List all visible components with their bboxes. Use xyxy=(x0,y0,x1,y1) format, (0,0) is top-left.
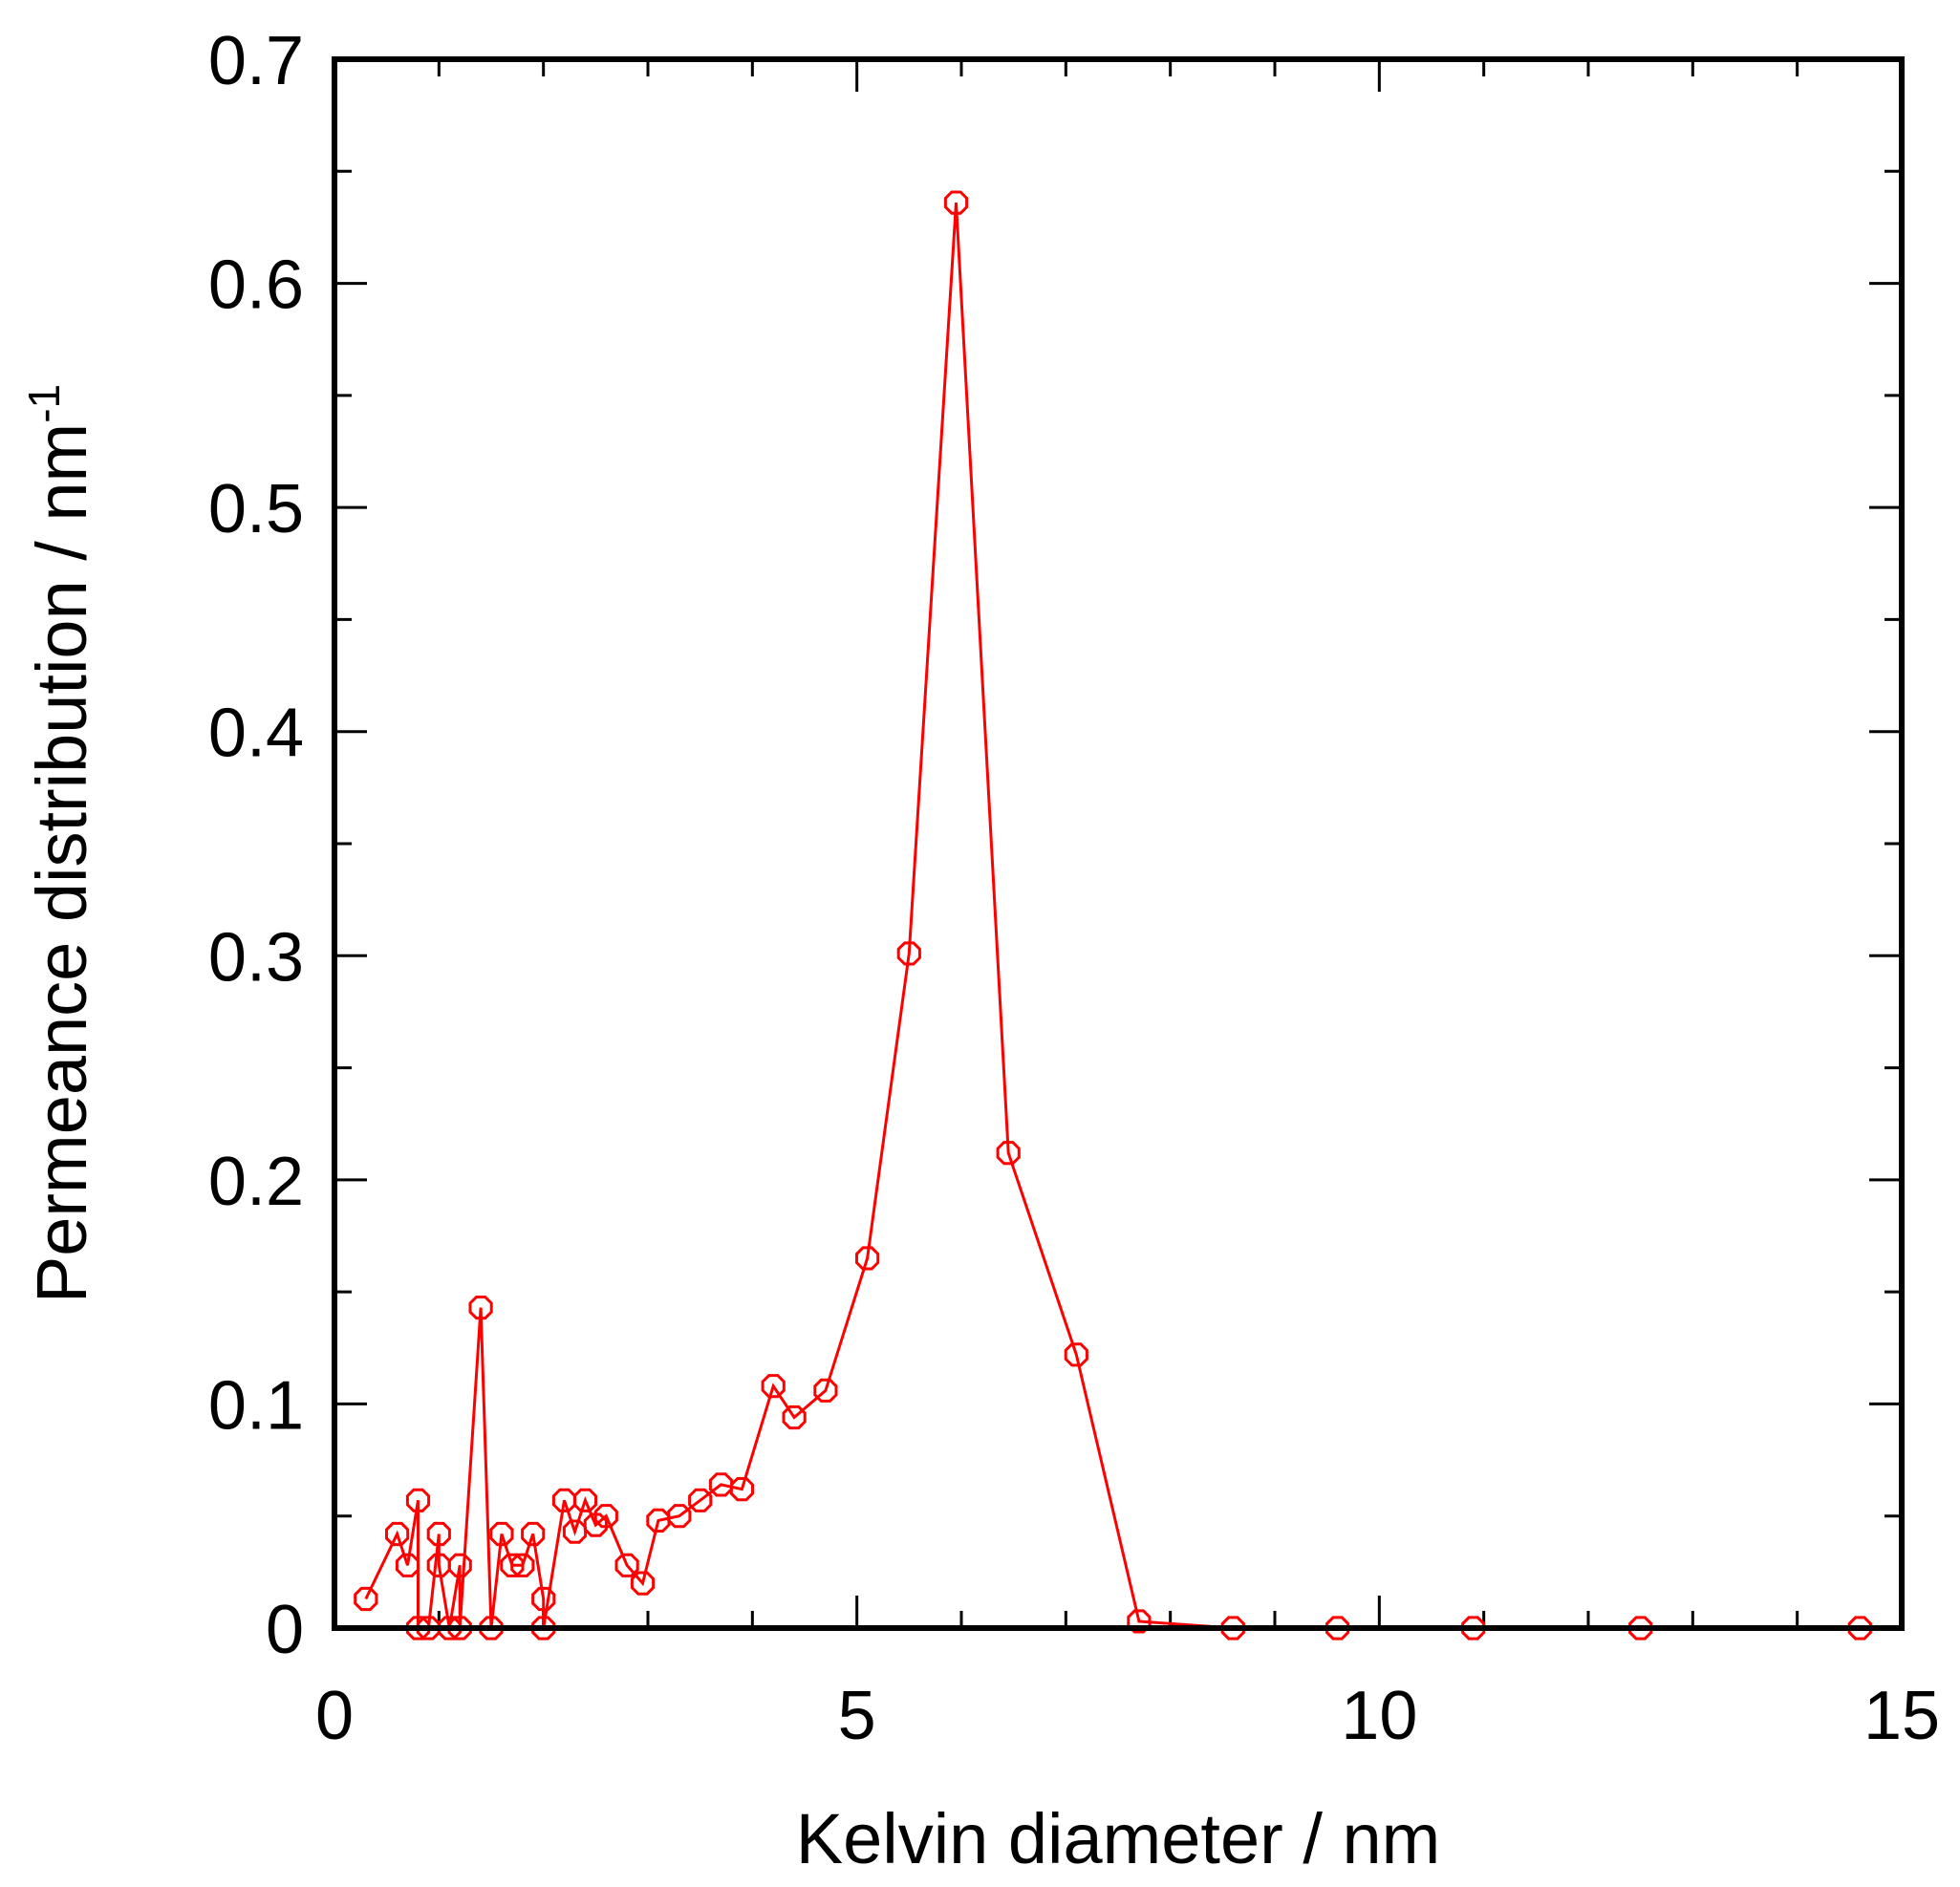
y-tick-label: 0.5 xyxy=(208,471,304,547)
data-point xyxy=(447,1616,472,1640)
x-tick-label: 10 xyxy=(1341,1678,1417,1754)
data-point xyxy=(1064,1342,1088,1367)
data-point xyxy=(1628,1616,1653,1640)
data-point xyxy=(500,1553,525,1577)
y-tick-label: 0.3 xyxy=(208,919,304,996)
data-point xyxy=(572,1488,597,1512)
data-point xyxy=(510,1553,535,1577)
data-point xyxy=(593,1504,618,1529)
y-axis-label-main: Permeance distribution / nm xyxy=(22,423,101,1303)
data-point xyxy=(1461,1616,1486,1640)
data-point xyxy=(416,1616,441,1640)
data-point xyxy=(813,1378,838,1403)
data-point xyxy=(447,1553,472,1577)
axis-ticks xyxy=(333,57,1904,1630)
data-point xyxy=(667,1504,692,1529)
y-tick-label: 0.6 xyxy=(208,247,304,324)
data-point xyxy=(1847,1616,1872,1640)
data-point xyxy=(521,1521,546,1547)
data-point xyxy=(630,1571,656,1596)
plot-frame xyxy=(332,56,1905,1631)
y-axis-label-superscript: -1 xyxy=(19,384,69,423)
data-point xyxy=(896,941,921,966)
data-point xyxy=(943,190,969,215)
data-point xyxy=(855,1246,880,1271)
data-point xyxy=(395,1553,420,1577)
tick-labels: 0 5 10 15 0 0.1 0.2 0.3 0.4 0.5 0.6 0.7 xyxy=(208,23,1940,1754)
data-series xyxy=(354,190,1872,1640)
data-point xyxy=(405,1616,431,1640)
y-tick-label: 0 xyxy=(266,1592,304,1668)
data-point xyxy=(531,1586,556,1612)
data-point xyxy=(479,1616,504,1640)
data-point xyxy=(729,1477,754,1502)
x-tick-label: 0 xyxy=(315,1678,354,1754)
data-point xyxy=(468,1296,493,1320)
data-point xyxy=(688,1488,713,1512)
data-point xyxy=(354,1586,378,1612)
x-tick-label: 15 xyxy=(1863,1678,1940,1754)
x-tick-label: 5 xyxy=(838,1678,876,1754)
data-point xyxy=(1325,1616,1350,1640)
y-tick-label: 0.1 xyxy=(208,1367,304,1444)
data-point xyxy=(583,1512,608,1537)
data-point xyxy=(426,1521,451,1547)
data-point xyxy=(562,1519,588,1544)
data-point xyxy=(489,1521,514,1547)
x-axis-label: Kelvin diameter / nm xyxy=(796,1799,1441,1878)
data-point xyxy=(531,1616,556,1640)
y-tick-label: 0.2 xyxy=(208,1144,304,1220)
data-point xyxy=(614,1553,639,1577)
data-point xyxy=(426,1553,451,1577)
y-tick-label: 0.7 xyxy=(208,23,304,99)
data-point xyxy=(1220,1616,1245,1640)
data-point xyxy=(1127,1609,1152,1634)
data-point xyxy=(551,1488,577,1512)
data-point xyxy=(646,1508,671,1533)
data-point xyxy=(708,1472,734,1497)
data-point xyxy=(996,1141,1021,1166)
data-point xyxy=(782,1405,807,1430)
y-axis-label: Permeance distribution / nm-1 xyxy=(19,384,101,1303)
series-line xyxy=(364,203,1861,1630)
data-point xyxy=(437,1616,462,1640)
data-point xyxy=(385,1521,410,1547)
data-point xyxy=(405,1488,431,1512)
y-tick-label: 0.4 xyxy=(208,696,304,772)
data-point xyxy=(761,1374,786,1399)
